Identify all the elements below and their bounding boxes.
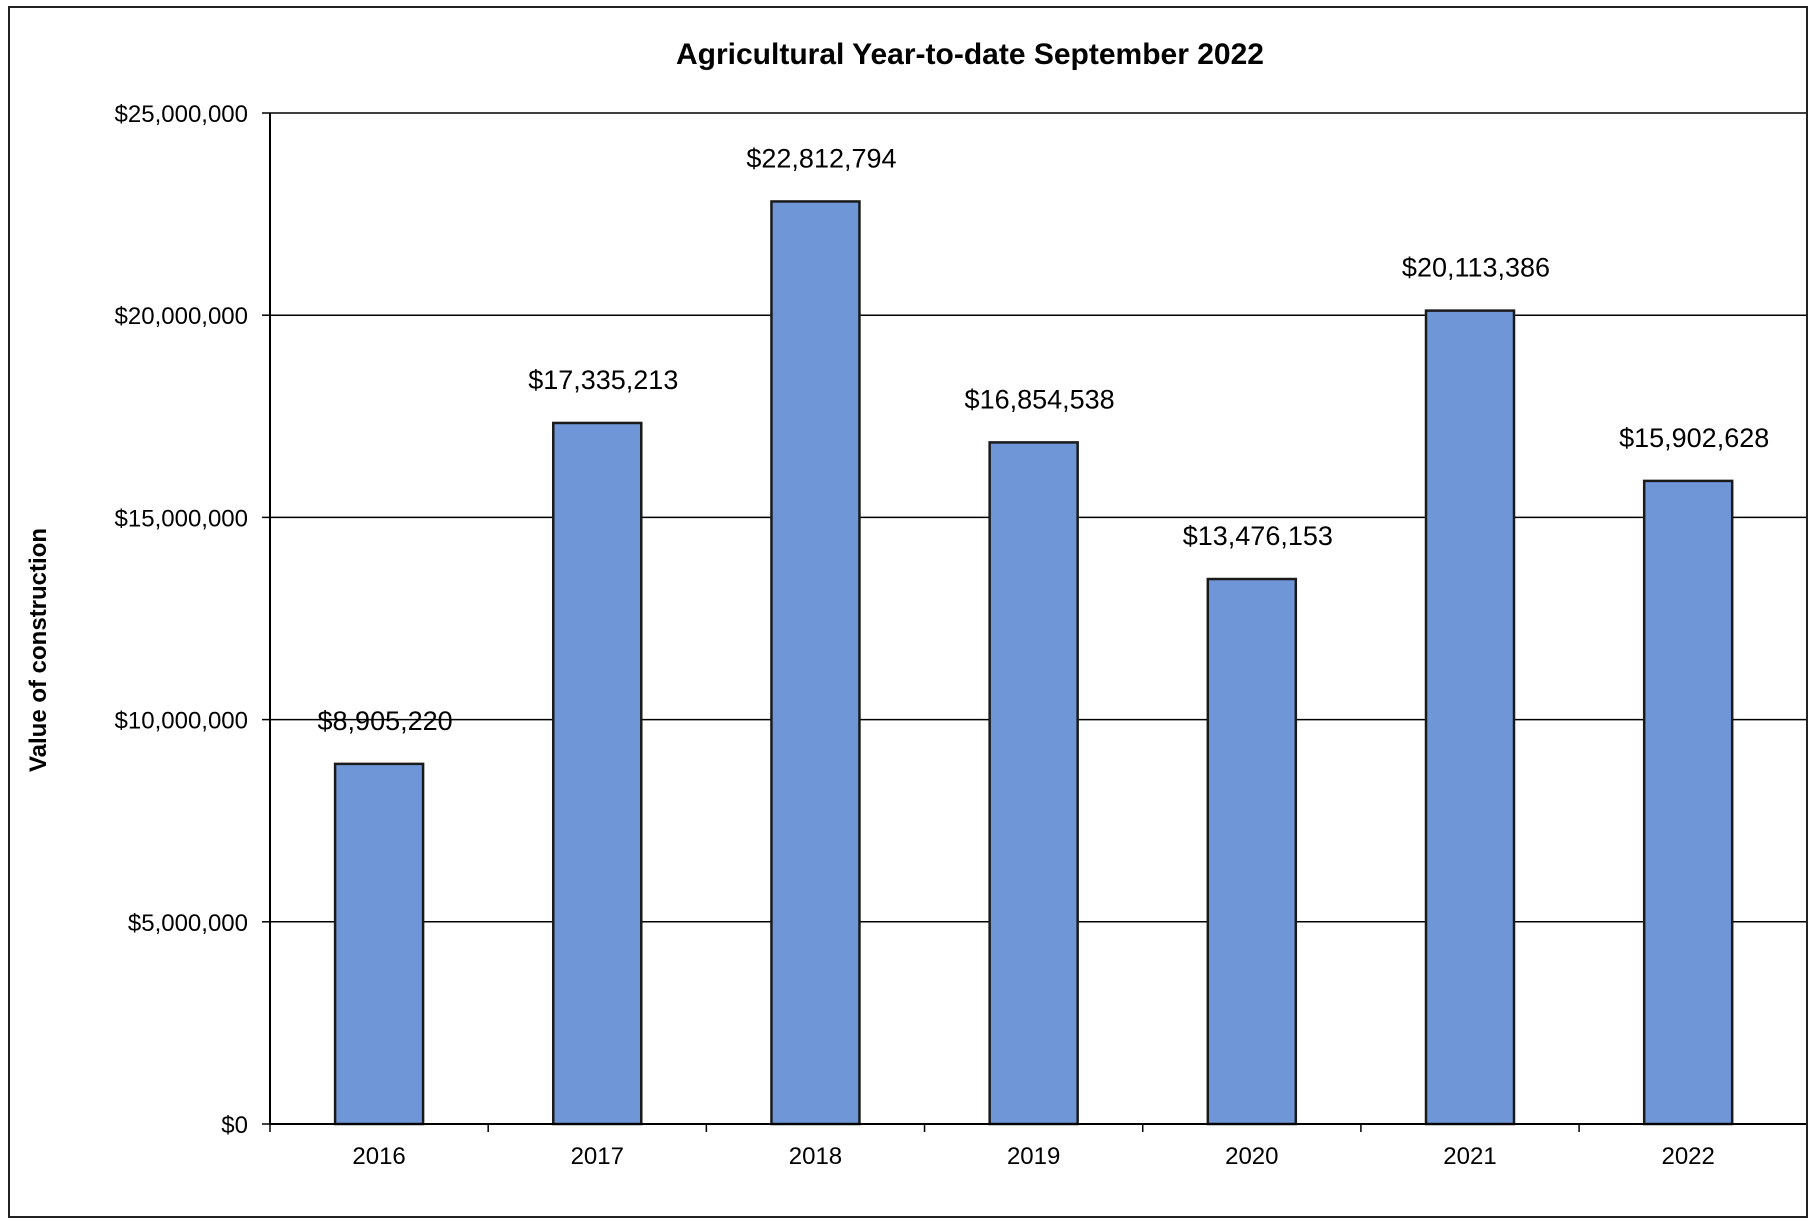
y-tick-labels: $0 $5,000,000 $10,000,000 $15,000,000 $20,00… [115,101,248,1139]
chart-title: Agricultural Year-to-date September 2022 [676,38,1264,71]
x-tick-label: 2021 [1443,1143,1496,1170]
y-tick-label: $20,000,000 [115,303,248,330]
y-tick-label: $15,000,000 [115,505,248,532]
bar-2016 [333,762,425,1126]
y-tick-label: $10,000,000 [115,708,248,735]
data-label: $8,905,220 [318,706,453,736]
bar-2019 [988,441,1079,1126]
y-tick-label: $0 [221,1112,248,1139]
x-tick-label: 2020 [1225,1143,1278,1170]
x-tick-label: 2017 [571,1143,624,1170]
bar-2021 [1424,309,1516,1126]
data-label: $13,476,153 [1183,521,1333,551]
x-tick-label: 2016 [352,1143,405,1170]
x-tick-label: 2022 [1661,1143,1714,1170]
bar-2020 [1206,577,1298,1126]
y-axis-label: Value of construction [25,528,52,772]
bar-2018 [770,200,861,1126]
y-tick-label: $5,000,000 [128,910,248,937]
x-tick-labels: 2016 2017 2018 2019 2020 2021 2022 [352,1143,1714,1170]
data-label: $22,812,794 [746,143,896,173]
data-label: $20,113,386 [1402,253,1550,283]
y-tick-label: $25,000,000 [115,101,248,128]
bars [333,200,1734,1126]
data-label: $15,902,628 [1619,423,1769,453]
data-labels: $8,905,220 $17,335,213 $22,812,794 $16,854,… [318,143,1770,735]
x-tick-label: 2018 [789,1143,842,1170]
bar-2017 [552,421,643,1126]
data-label: $17,335,213 [528,365,678,395]
data-label: $16,854,538 [965,384,1115,414]
x-tick-label: 2019 [1007,1143,1060,1170]
axes [269,113,1806,1125]
bar-2022 [1642,479,1734,1126]
